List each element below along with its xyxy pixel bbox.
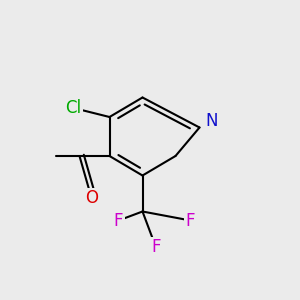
Text: Cl: Cl [65,99,82,117]
Text: F: F [151,238,161,256]
Text: O: O [85,189,98,207]
Text: N: N [206,112,218,130]
Text: F: F [186,212,195,230]
Text: F: F [114,212,123,230]
